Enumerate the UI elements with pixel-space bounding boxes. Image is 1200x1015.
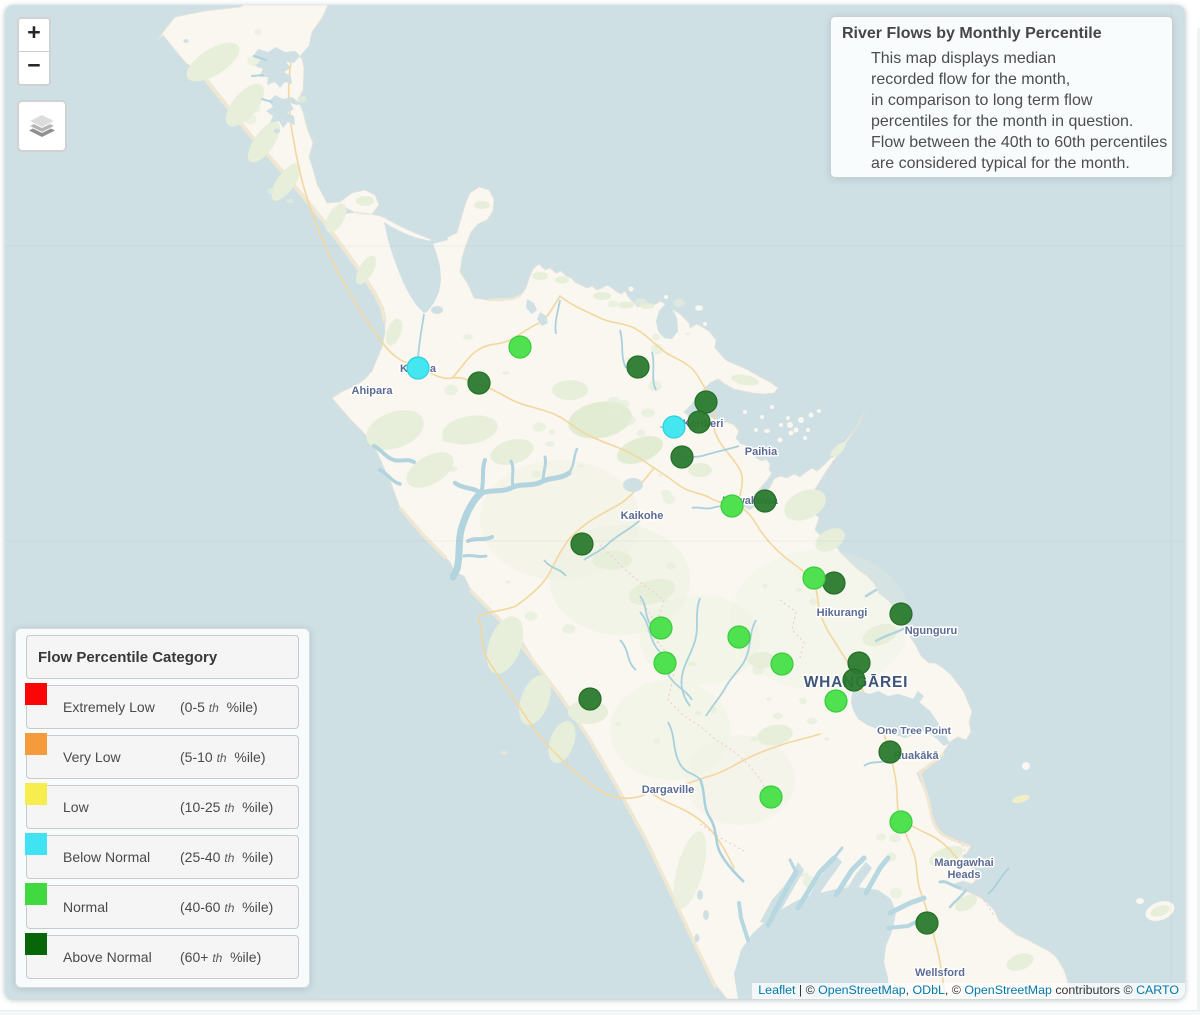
svg-text:Kaikohe: Kaikohe	[621, 510, 664, 522]
svg-text:Wellsford: Wellsford	[915, 967, 965, 979]
svg-text:Mangawhai: Mangawhai	[934, 857, 993, 869]
svg-text:Ngunguru: Ngunguru	[905, 625, 958, 637]
svg-text:Ahipara: Ahipara	[352, 385, 394, 397]
svg-text:Dargaville: Dargaville	[642, 784, 695, 796]
svg-text:Heads: Heads	[947, 869, 980, 881]
svg-text:Paihia: Paihia	[745, 446, 778, 458]
svg-text:One Tree Point: One Tree Point	[877, 725, 952, 737]
svg-text:Hikurangi: Hikurangi	[817, 607, 868, 619]
svg-text:Ruakākā: Ruakākā	[893, 750, 939, 762]
